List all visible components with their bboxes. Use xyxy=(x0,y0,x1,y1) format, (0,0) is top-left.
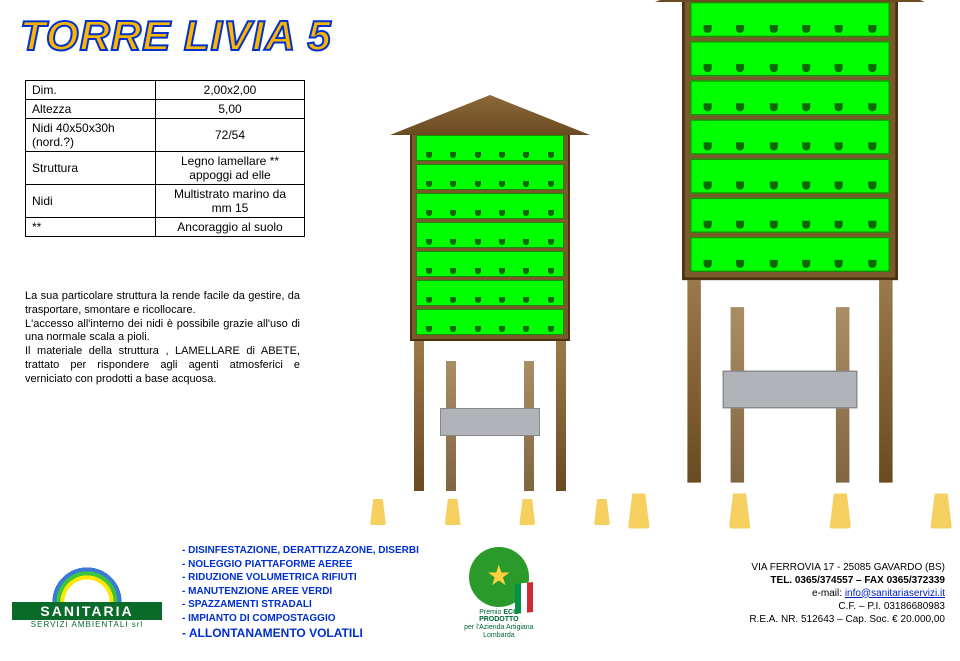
tower-side xyxy=(669,0,912,515)
service-item: - RIDUZIONE VOLUMETRICA RIFIUTI xyxy=(182,571,419,585)
table-row: Nidi 40x50x30h (nord.?)72/54 xyxy=(26,119,305,152)
nest-tray xyxy=(416,135,564,161)
table-row: NidiMultistrato marino da mm 15 xyxy=(26,185,305,218)
nest-tray xyxy=(416,193,564,219)
ground-cones xyxy=(370,499,610,525)
spec-label: Struttura xyxy=(26,152,156,185)
service-item: - DISINFESTAZIONE, DERATTIZZAZONE, DISER… xyxy=(182,544,419,558)
award-badge: Premio ECO PRODOTTO per l'Azienda Artigi… xyxy=(459,547,539,640)
ground-cones xyxy=(628,493,952,528)
tower-roof xyxy=(390,95,590,135)
spec-value: Multistrato marino da mm 15 xyxy=(156,185,305,218)
award-star-icon xyxy=(469,547,529,607)
nest-tray xyxy=(690,159,890,194)
contact-tel: TEL. 0365/374557 – FAX 0365/372339 xyxy=(749,574,945,587)
spec-value: 72/54 xyxy=(156,119,305,152)
spec-table: Dim.2,00x2,00Altezza5,00Nidi 40x50x30h (… xyxy=(25,80,305,237)
nest-tray xyxy=(416,164,564,190)
service-item-highlight: - ALLONTANAMENTO VOLATILI xyxy=(182,625,419,641)
tower-seat xyxy=(723,371,858,409)
tower-seat xyxy=(440,408,540,436)
spec-label: Nidi 40x50x30h (nord.?) xyxy=(26,119,156,152)
spec-value: 2,00x2,00 xyxy=(156,81,305,100)
nest-tray xyxy=(690,198,890,233)
spec-value: Ancoraggio al suolo xyxy=(156,218,305,237)
nest-tray xyxy=(690,80,890,115)
spec-label: Nidi xyxy=(26,185,156,218)
table-row: Altezza5,00 xyxy=(26,100,305,119)
nest-tray xyxy=(690,41,890,76)
table-row: Dim.2,00x2,00 xyxy=(26,81,305,100)
service-item: - NOLEGGIO PIATTAFORME AEREE xyxy=(182,558,419,572)
spec-label: Altezza xyxy=(26,100,156,119)
spec-label: Dim. xyxy=(26,81,156,100)
company-logo: SANITARIA SERVIZI AMBIENTALI srl xyxy=(12,558,162,629)
footer: SANITARIA SERVIZI AMBIENTALI srl - DISIN… xyxy=(0,533,960,653)
description-text: La sua particolare struttura la rende fa… xyxy=(25,290,300,386)
nest-tray xyxy=(416,222,564,248)
nest-tray xyxy=(416,280,564,306)
nest-tray xyxy=(416,251,564,277)
service-item: - SPAZZAMENTI STRADALI xyxy=(182,598,419,612)
service-item: - IMPIANTO DI COMPOSTAGGIO xyxy=(182,612,419,626)
logo-name: SANITARIA xyxy=(12,602,162,620)
nest-tray xyxy=(416,309,564,335)
table-row: StrutturaLegno lamellare ** appoggi ad e… xyxy=(26,152,305,185)
email-link[interactable]: info@sanitariaservizi.it xyxy=(845,588,945,599)
services-list: - DISINFESTAZIONE, DERATTIZZAZONE, DISER… xyxy=(182,544,419,641)
page-title: TORRE LIVIA 5 xyxy=(20,12,332,60)
tower-body xyxy=(410,129,570,341)
tower-legs xyxy=(410,341,570,491)
nest-tray xyxy=(690,2,890,37)
spec-value: 5,00 xyxy=(156,100,305,119)
table-row: **Ancoraggio al suolo xyxy=(26,218,305,237)
nest-tray xyxy=(690,119,890,154)
nest-tray xyxy=(690,237,890,272)
tower-illustration xyxy=(340,35,940,515)
tower-front xyxy=(400,95,580,515)
tower-roof xyxy=(655,0,925,2)
rainbow-icon xyxy=(37,558,137,602)
italy-flag-icon xyxy=(515,582,533,614)
award-label: Premio ECO PRODOTTO per l'Azienda Artigi… xyxy=(459,609,539,640)
contact-block: VIA FERROVIA 17 - 25085 GAVARDO (BS) TEL… xyxy=(749,561,945,626)
contact-email: e-mail: info@sanitariaservizi.it xyxy=(749,587,945,600)
spec-value: Legno lamellare ** appoggi ad elle xyxy=(156,152,305,185)
logo-sub: SERVIZI AMBIENTALI srl xyxy=(12,620,162,629)
tower-legs xyxy=(682,280,898,483)
contact-cf: C.F. – P.I. 03186680983 xyxy=(749,600,945,613)
contact-rea: R.E.A. NR. 512643 – Cap. Soc. € 20.000,0… xyxy=(749,613,945,626)
tower-body xyxy=(682,0,898,280)
service-item: - MANUTENZIONE AREE VERDI xyxy=(182,585,419,599)
contact-address: VIA FERROVIA 17 - 25085 GAVARDO (BS) xyxy=(749,561,945,574)
spec-label: ** xyxy=(26,218,156,237)
